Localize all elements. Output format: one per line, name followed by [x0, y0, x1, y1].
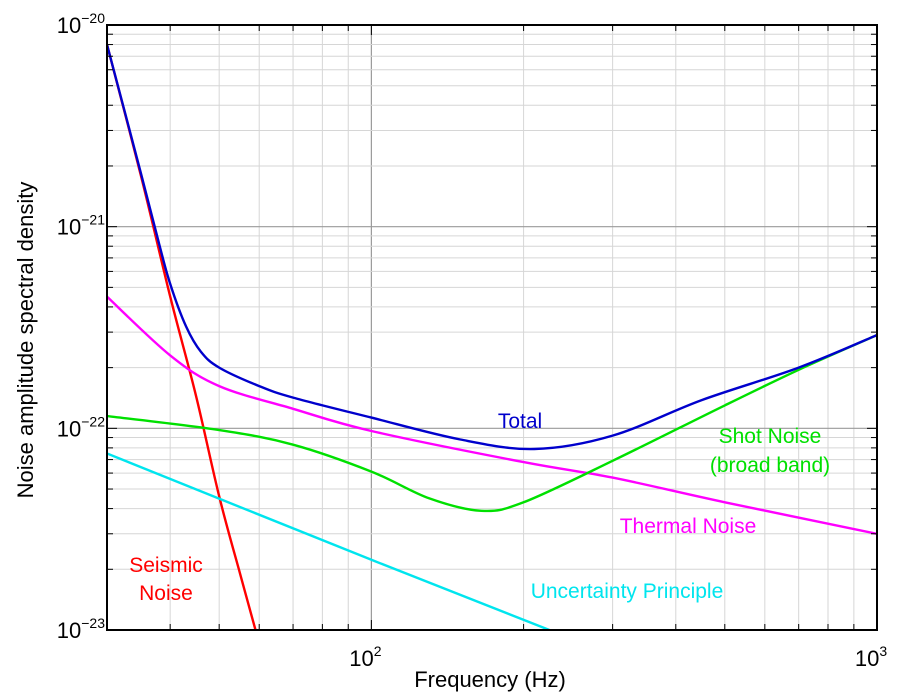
- y-axis-label: Noise amplitude spectral density: [13, 182, 38, 499]
- tick-exponent: −21: [81, 212, 105, 228]
- x-axis-label: Frequency (Hz): [414, 667, 566, 692]
- grid: [106, 25, 878, 631]
- series-line-uncertainty-principle: [107, 452, 550, 630]
- y-tick-label: 10−23: [57, 615, 105, 643]
- label-thermal-noise: Thermal Noise: [620, 515, 757, 538]
- curve-labels: Total Shot Noise (broad band) Thermal Noise…: [129, 410, 830, 605]
- label-seismic: Seismic: [129, 554, 203, 577]
- y-tick-label: 10−22: [57, 413, 105, 441]
- series-line-shot-noise-broad-band: [107, 334, 877, 513]
- tick-base: 10: [57, 416, 81, 441]
- tick-base: 10: [349, 646, 373, 671]
- x-tick-label: 102: [349, 643, 381, 671]
- y-tick-label: 10−20: [57, 10, 105, 38]
- tick-exponent: −23: [81, 615, 105, 631]
- label-uncertainty-principle: Uncertainty Principle: [531, 580, 724, 603]
- axis-ticks: [106, 25, 878, 631]
- x-tick-label: 103: [855, 643, 887, 671]
- tick-base: 10: [57, 618, 81, 643]
- y-tick-label: 10−21: [57, 212, 105, 240]
- tick-base: 10: [855, 646, 879, 671]
- series-line-thermal-noise: [107, 295, 877, 535]
- tick-exponent: 3: [879, 643, 887, 659]
- plot-frame: [106, 24, 878, 631]
- tick-exponent: 2: [374, 643, 382, 659]
- tick-exponent: −20: [81, 10, 105, 26]
- series-line-total: [107, 44, 877, 451]
- label-total: Total: [498, 410, 542, 433]
- tick-base: 10: [57, 215, 81, 240]
- series-layer: [107, 44, 877, 630]
- tick-exponent: −22: [81, 413, 105, 429]
- label-seismic-noise: Noise: [139, 582, 193, 605]
- label-shot-noise: Shot Noise: [719, 425, 822, 448]
- label-broad-band: (broad band): [710, 454, 830, 477]
- tick-base: 10: [57, 13, 81, 38]
